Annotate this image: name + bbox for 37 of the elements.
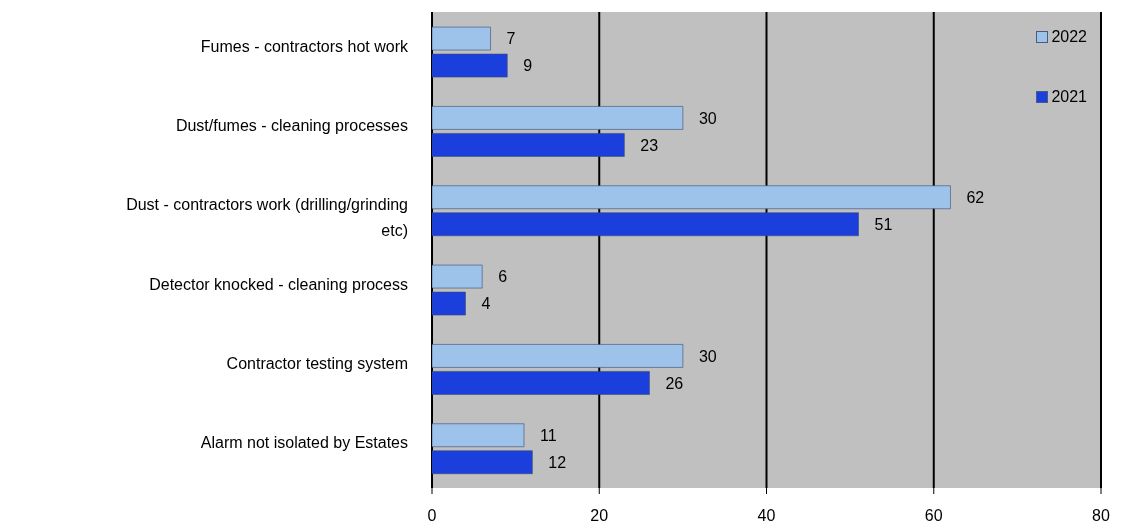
bar [432, 53, 508, 78]
bar [432, 212, 859, 237]
data-label: 30 [698, 347, 717, 365]
data-label: 23 [640, 136, 659, 154]
bar [432, 264, 483, 289]
x-tick-label: 80 [1092, 507, 1110, 525]
data-label: 30 [698, 109, 717, 127]
data-label: 4 [481, 295, 491, 313]
data-label: 51 [874, 215, 893, 233]
bar [432, 185, 951, 210]
x-tick-label: 0 [427, 507, 437, 525]
y-tick-label: Dust - contractors work (drilling/grinding etc) [126, 196, 408, 240]
y-tick-label: Contractor testing system [226, 355, 408, 372]
bar [432, 371, 650, 395]
y-tick-label: Detector knocked - cleaning process [149, 275, 408, 293]
data-label: 7 [506, 30, 516, 48]
legend-label: 2022 [1051, 28, 1087, 46]
data-label: 62 [966, 188, 985, 206]
bar [432, 450, 533, 475]
x-tick-label: 60 [924, 507, 943, 525]
bar [432, 133, 625, 157]
bar [432, 344, 684, 368]
bar [432, 291, 466, 316]
bar [432, 106, 684, 130]
x-tick-label: 20 [590, 507, 609, 525]
y-tick-label: Alarm not isolated by Estates [200, 434, 408, 452]
y-tick-label: Dust/fumes - cleaning processes [175, 117, 408, 134]
bar [432, 423, 525, 448]
data-label: 26 [665, 374, 684, 392]
data-label: 12 [548, 453, 567, 471]
bar [432, 26, 491, 51]
x-tick-label: 40 [757, 507, 776, 525]
legend-label: 2021 [1051, 88, 1087, 106]
data-label: 6 [498, 268, 508, 286]
data-label: 9 [523, 57, 533, 75]
y-tick-label: Fumes - contractors hot work [200, 37, 409, 55]
data-label: 11 [539, 426, 557, 444]
